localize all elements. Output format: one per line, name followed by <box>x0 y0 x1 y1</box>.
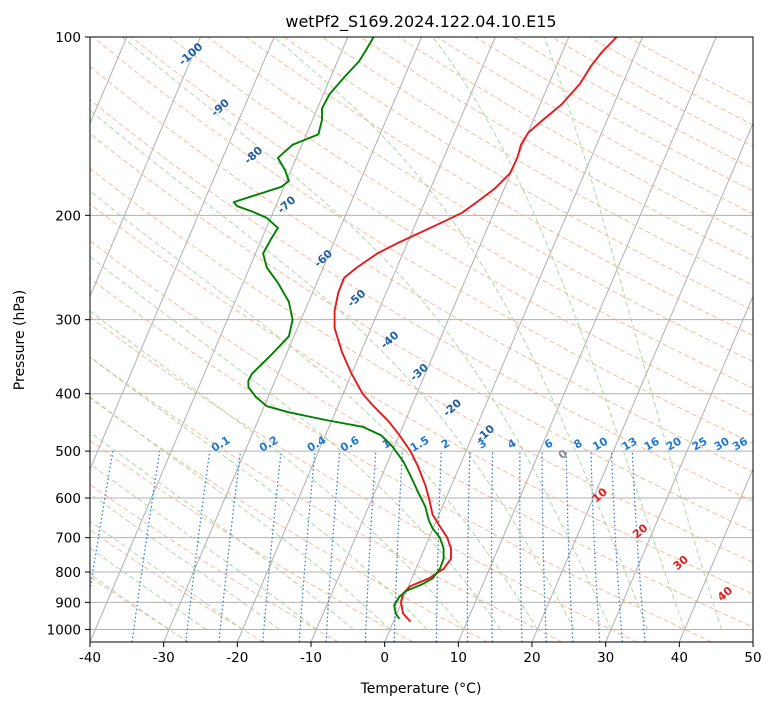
dry-adiabat-line <box>90 99 753 502</box>
moist-adiabat-line <box>90 520 243 630</box>
y-tick-label: 600 <box>55 491 81 507</box>
dry-adiabat-line <box>169 37 753 389</box>
moist-adiabat-line <box>432 37 686 630</box>
isotherm-line <box>678 467 753 642</box>
mixing-ratio-line <box>131 451 161 642</box>
y-tick-label: 100 <box>55 30 81 46</box>
isotherm-line <box>90 37 201 298</box>
x-tick-label: 20 <box>523 650 540 666</box>
x-tick-label: 40 <box>671 650 688 666</box>
moist-adiabat-line <box>90 310 465 630</box>
y-tick-label: 500 <box>55 444 81 460</box>
dry-adiabat-line <box>90 356 563 642</box>
moist-adiabat-line <box>90 255 501 630</box>
y-tick-label: 700 <box>55 531 81 547</box>
dry-adiabat-line <box>90 167 753 563</box>
profile-lines <box>232 37 618 623</box>
moist-adiabat-line <box>90 109 575 630</box>
x-tick-label: 10 <box>450 650 467 666</box>
isotherm-line <box>163 37 422 642</box>
x-tick-label: -40 <box>79 650 101 666</box>
dry-adiabat-line <box>90 529 264 642</box>
mixing-ratio-line <box>90 450 114 594</box>
dry-adiabat-line <box>90 277 712 642</box>
moist-adiabat-line <box>90 396 391 630</box>
dry-adiabat-line <box>90 239 753 628</box>
moist-adiabat-line <box>544 37 722 630</box>
dry-adiabat-line <box>90 439 414 642</box>
x-tick-label: 0 <box>380 650 389 666</box>
moist-adiabat-line <box>90 463 317 630</box>
x-tick-label: 50 <box>744 650 761 666</box>
isotherm-line <box>236 37 496 642</box>
x-tick-label: -20 <box>226 650 248 666</box>
moist-adiabat-line <box>90 431 354 630</box>
chart-title: wetPf2_S169.2024.122.04.10.E15 <box>285 12 556 32</box>
dry-adiabat-line <box>131 37 753 416</box>
temperature-line <box>333 37 618 623</box>
y-tick-label: 1000 <box>47 622 81 638</box>
dewpoint-line <box>232 37 445 620</box>
y-tick-label: 800 <box>55 565 81 581</box>
y-axis: 100 200 300 400 500 600 700 800 900 1000 <box>47 30 90 638</box>
isotherm-line <box>90 37 349 642</box>
dry-adiabat-line <box>207 37 753 363</box>
x-tick-label: -10 <box>300 650 322 666</box>
mixing-ratio-line <box>298 451 316 642</box>
mixing-ratio-line <box>185 451 211 642</box>
x-axis: -40 -30 -20 -10 0 10 20 30 40 50 <box>79 642 762 666</box>
moist-adiabat-line <box>90 190 538 630</box>
isotherm-line <box>90 37 275 471</box>
y-axis-label: Pressure (hPa) <box>12 290 28 390</box>
y-tick-label: 200 <box>55 208 81 224</box>
plot-area: -100-90-80-70-60-50-40-30-20-10010203040… <box>90 37 753 642</box>
mixing-ratio-line <box>631 451 646 642</box>
dry-adiabat-line <box>90 397 488 642</box>
isotherm-line <box>605 295 753 642</box>
x-tick-label: -30 <box>153 650 175 666</box>
mixing-ratio-line <box>262 451 282 642</box>
y-tick-label: 400 <box>55 387 81 403</box>
moist-adiabat-line <box>90 356 428 630</box>
background-lines <box>90 37 753 642</box>
dry-adiabat-line <box>90 316 638 642</box>
x-axis-label: Temperature (°C) <box>360 681 482 697</box>
dry-adiabat-line <box>90 203 753 595</box>
plot-frame <box>89 36 754 643</box>
dry-adiabat-line <box>245 37 753 337</box>
dry-adiabat-line <box>90 132 753 532</box>
dry-adiabat-line <box>90 483 339 642</box>
moist-adiabat-line <box>273 37 649 630</box>
y-tick-label: 300 <box>55 313 81 329</box>
isotherm-line <box>457 37 717 642</box>
isotherm-line <box>384 37 643 642</box>
x-tick-label: 30 <box>597 650 614 666</box>
y-tick-label: 900 <box>55 595 81 611</box>
mixing-ratio-line <box>218 451 242 642</box>
moist-adiabat-line <box>121 37 612 630</box>
